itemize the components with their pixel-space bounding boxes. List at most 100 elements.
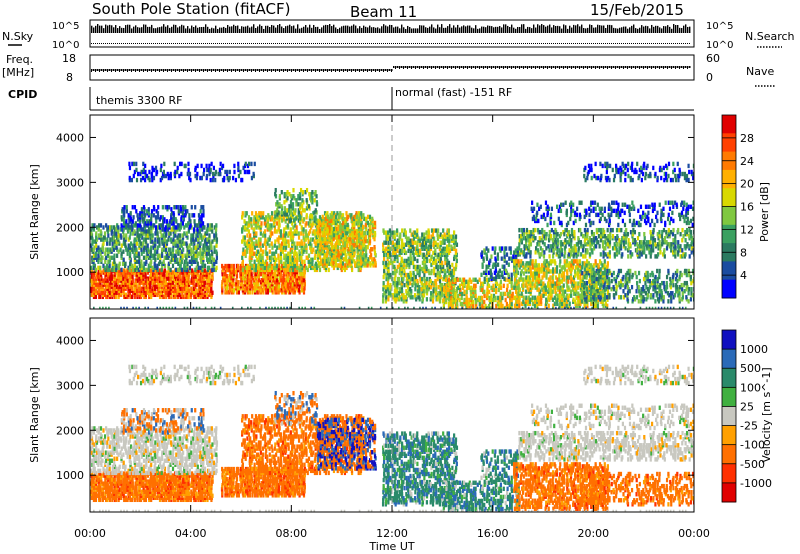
nsky-bar <box>343 25 345 33</box>
power-cell <box>297 235 301 240</box>
freq-point <box>669 66 671 68</box>
power-cell <box>364 249 368 254</box>
nsky-bar <box>657 25 659 33</box>
power-cell <box>266 251 269 256</box>
nsearch-dot <box>407 43 408 44</box>
power-cell <box>402 242 405 247</box>
power-cell <box>193 219 196 224</box>
power-cell <box>282 286 285 291</box>
power-cell <box>288 218 291 223</box>
power-cell <box>335 234 338 240</box>
power-cell <box>263 265 266 271</box>
nsearch-dot <box>187 43 188 44</box>
nsearch-dot <box>573 43 574 44</box>
power-cell <box>223 175 226 181</box>
nave-point <box>435 68 436 69</box>
power-cell <box>371 257 374 262</box>
nsearch-dot <box>663 43 664 44</box>
power-cell <box>106 290 109 295</box>
power-cell <box>289 280 292 285</box>
freq-point <box>261 69 263 71</box>
power-cell <box>369 228 373 234</box>
power-cell <box>146 282 150 287</box>
nsky-bar <box>605 28 607 33</box>
power-cell <box>164 247 168 252</box>
power-cell <box>211 263 214 269</box>
power-cell <box>404 234 407 239</box>
power-cell <box>219 171 222 177</box>
power-cell <box>189 177 192 183</box>
power-cell <box>127 223 130 228</box>
power-cell <box>163 255 166 260</box>
nsearch-dot <box>503 43 504 44</box>
freq-point <box>505 66 507 68</box>
power-cell <box>209 177 212 183</box>
power-cell <box>94 294 98 300</box>
freq-point <box>163 69 165 71</box>
freq-point <box>151 69 153 71</box>
nsearch-dot <box>467 43 468 44</box>
nsky-bar <box>207 26 209 33</box>
power-cell <box>328 224 331 230</box>
power-cell <box>129 294 132 300</box>
power-cell <box>202 209 205 214</box>
freq-point <box>387 69 389 71</box>
power-cell <box>205 292 209 298</box>
power-cell <box>255 239 258 244</box>
nsky-bar <box>351 25 353 33</box>
power-cell <box>409 295 412 300</box>
power-cell <box>260 221 263 226</box>
power-cell <box>145 259 148 265</box>
nsearch-dot <box>113 43 114 44</box>
power-cell <box>228 169 231 175</box>
power-cell <box>324 230 327 236</box>
nsearch-dot <box>229 43 230 44</box>
power-cell <box>273 251 276 256</box>
power-cell <box>361 214 365 220</box>
nsearch-dot <box>631 43 632 44</box>
power-cell <box>382 280 385 286</box>
power-cell <box>109 247 112 252</box>
nsearch-dot <box>219 43 220 44</box>
power-cell <box>172 237 175 242</box>
nave-point <box>103 71 104 72</box>
power-cell <box>122 233 125 238</box>
power-cell <box>164 278 168 283</box>
power-cell <box>253 161 256 167</box>
power-cell <box>271 265 274 271</box>
power-cell <box>278 202 281 207</box>
power-cell <box>248 265 251 271</box>
freq-point <box>159 69 161 71</box>
nave-point <box>535 68 536 69</box>
power-cell <box>339 263 342 269</box>
nsearch-dot <box>591 43 592 44</box>
nsky-bar <box>647 26 649 33</box>
nsky-bar <box>203 26 205 33</box>
nsky-bar <box>517 26 519 33</box>
power-cell <box>409 228 412 233</box>
cpid-label: CPID <box>8 88 37 101</box>
freq-point <box>571 66 573 68</box>
power-cell <box>148 227 151 232</box>
power-cell <box>427 238 430 243</box>
power-cell <box>191 213 194 218</box>
freq-point <box>237 69 239 71</box>
power-cell <box>395 293 399 298</box>
power-cell <box>327 245 331 250</box>
power-cell <box>391 293 395 298</box>
nsearch-dot <box>135 43 136 44</box>
nsky-bar <box>295 28 297 33</box>
nsky-bar <box>141 27 143 33</box>
freq-point <box>489 66 491 68</box>
power-cell <box>300 239 303 244</box>
freq-point <box>609 66 611 68</box>
power-cell <box>166 205 169 210</box>
nave-point <box>379 71 380 72</box>
power-cell <box>173 205 176 210</box>
power-cell <box>321 236 324 242</box>
nave-point <box>235 71 236 72</box>
power-cell <box>246 221 249 226</box>
power-cell <box>246 265 249 271</box>
power-cell <box>140 207 144 212</box>
power-cell <box>178 267 181 273</box>
